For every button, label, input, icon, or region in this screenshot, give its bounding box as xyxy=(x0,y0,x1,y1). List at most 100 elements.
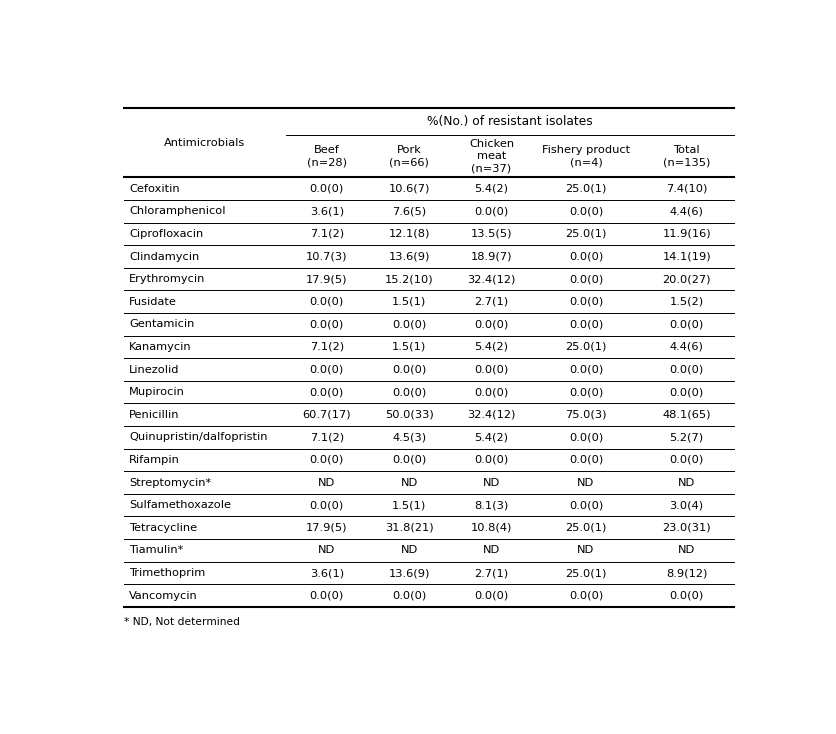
Text: 0.0(0): 0.0(0) xyxy=(669,319,703,330)
Text: 0.0(0): 0.0(0) xyxy=(669,591,703,600)
Text: 13.6(9): 13.6(9) xyxy=(388,568,430,578)
Text: Beef
(n=28): Beef (n=28) xyxy=(307,145,346,167)
Text: ND: ND xyxy=(577,478,594,487)
Text: 5.4(2): 5.4(2) xyxy=(474,432,507,443)
Text: 7.1(2): 7.1(2) xyxy=(309,229,344,239)
Text: Tetracycline: Tetracycline xyxy=(129,523,197,533)
Text: 4.5(3): 4.5(3) xyxy=(391,432,426,443)
Text: 8.9(12): 8.9(12) xyxy=(665,568,706,578)
Text: 48.1(65): 48.1(65) xyxy=(661,410,710,420)
Text: 60.7(17): 60.7(17) xyxy=(302,410,351,420)
Text: 0.0(0): 0.0(0) xyxy=(568,500,603,510)
Text: 1.5(2): 1.5(2) xyxy=(669,297,703,307)
Text: 0.0(0): 0.0(0) xyxy=(391,455,426,465)
Text: ND: ND xyxy=(318,478,335,487)
Text: 11.9(16): 11.9(16) xyxy=(661,229,710,239)
Text: 0.0(0): 0.0(0) xyxy=(391,365,426,374)
Text: Mupirocin: Mupirocin xyxy=(129,387,185,397)
Text: 0.0(0): 0.0(0) xyxy=(309,591,344,600)
Text: 1.5(1): 1.5(1) xyxy=(391,342,426,352)
Text: Vancomycin: Vancomycin xyxy=(129,591,198,600)
Text: Quinupristin/dalfopristin: Quinupristin/dalfopristin xyxy=(129,432,268,443)
Text: Cefoxitin: Cefoxitin xyxy=(129,184,180,194)
Text: Gentamicin: Gentamicin xyxy=(129,319,195,330)
Text: 0.0(0): 0.0(0) xyxy=(669,387,703,397)
Text: ND: ND xyxy=(677,545,695,556)
Text: 8.1(3): 8.1(3) xyxy=(474,500,508,510)
Text: 0.0(0): 0.0(0) xyxy=(568,591,603,600)
Text: Linezolid: Linezolid xyxy=(129,365,180,374)
Text: Fusidate: Fusidate xyxy=(129,297,177,307)
Text: 2.7(1): 2.7(1) xyxy=(474,297,508,307)
Text: ND: ND xyxy=(482,545,499,556)
Text: 1.5(1): 1.5(1) xyxy=(391,500,426,510)
Text: 0.0(0): 0.0(0) xyxy=(568,432,603,443)
Text: 7.4(10): 7.4(10) xyxy=(665,184,706,194)
Text: 17.9(5): 17.9(5) xyxy=(306,523,347,533)
Text: 0.0(0): 0.0(0) xyxy=(568,365,603,374)
Text: 0.0(0): 0.0(0) xyxy=(568,252,603,261)
Text: ND: ND xyxy=(400,478,417,487)
Text: 25.0(1): 25.0(1) xyxy=(564,568,606,578)
Text: 0.0(0): 0.0(0) xyxy=(309,319,344,330)
Text: Antimicrobials: Antimicrobials xyxy=(164,137,245,148)
Text: 4.4(6): 4.4(6) xyxy=(669,206,703,217)
Text: 0.0(0): 0.0(0) xyxy=(568,319,603,330)
Text: %(No.) of resistant isolates: %(No.) of resistant isolates xyxy=(426,115,592,128)
Text: Penicillin: Penicillin xyxy=(129,410,180,420)
Text: 0.0(0): 0.0(0) xyxy=(474,455,508,465)
Text: 0.0(0): 0.0(0) xyxy=(309,500,344,510)
Text: 0.0(0): 0.0(0) xyxy=(309,365,344,374)
Text: 0.0(0): 0.0(0) xyxy=(309,387,344,397)
Text: 25.0(1): 25.0(1) xyxy=(564,184,606,194)
Text: Clindamycin: Clindamycin xyxy=(129,252,199,261)
Text: ND: ND xyxy=(577,545,594,556)
Text: 0.0(0): 0.0(0) xyxy=(391,591,426,600)
Text: 17.9(5): 17.9(5) xyxy=(306,274,347,284)
Text: 0.0(0): 0.0(0) xyxy=(669,365,703,374)
Text: 14.1(19): 14.1(19) xyxy=(661,252,710,261)
Text: 0.0(0): 0.0(0) xyxy=(474,319,508,330)
Text: 7.6(5): 7.6(5) xyxy=(391,206,426,217)
Text: 10.8(4): 10.8(4) xyxy=(470,523,512,533)
Text: 13.6(9): 13.6(9) xyxy=(388,252,430,261)
Text: 7.1(2): 7.1(2) xyxy=(309,432,344,443)
Text: 0.0(0): 0.0(0) xyxy=(391,387,426,397)
Text: 75.0(3): 75.0(3) xyxy=(564,410,606,420)
Text: Total
(n=135): Total (n=135) xyxy=(662,145,710,167)
Text: 5.4(2): 5.4(2) xyxy=(474,342,507,352)
Text: * ND, Not determined: * ND, Not determined xyxy=(124,617,240,627)
Text: Kanamycin: Kanamycin xyxy=(129,342,191,352)
Text: 0.0(0): 0.0(0) xyxy=(391,319,426,330)
Text: ND: ND xyxy=(400,545,417,556)
Text: 12.1(8): 12.1(8) xyxy=(388,229,430,239)
Text: 5.2(7): 5.2(7) xyxy=(669,432,703,443)
Text: 0.0(0): 0.0(0) xyxy=(568,387,603,397)
Text: 2.7(1): 2.7(1) xyxy=(474,568,508,578)
Text: 10.7(3): 10.7(3) xyxy=(306,252,347,261)
Text: ND: ND xyxy=(677,478,695,487)
Text: 0.0(0): 0.0(0) xyxy=(669,455,703,465)
Text: 0.0(0): 0.0(0) xyxy=(309,297,344,307)
Text: Erythromycin: Erythromycin xyxy=(129,274,206,284)
Text: 0.0(0): 0.0(0) xyxy=(474,365,508,374)
Text: 0.0(0): 0.0(0) xyxy=(309,184,344,194)
Text: 25.0(1): 25.0(1) xyxy=(564,523,606,533)
Text: 0.0(0): 0.0(0) xyxy=(474,206,508,217)
Text: 3.0(4): 3.0(4) xyxy=(669,500,703,510)
Text: 50.0(33): 50.0(33) xyxy=(385,410,433,420)
Text: Chicken
meat
(n=37): Chicken meat (n=37) xyxy=(468,139,513,173)
Text: 3.6(1): 3.6(1) xyxy=(309,206,344,217)
Text: 32.4(12): 32.4(12) xyxy=(466,274,515,284)
Text: 4.4(6): 4.4(6) xyxy=(669,342,703,352)
Text: Sulfamethoxazole: Sulfamethoxazole xyxy=(129,500,231,510)
Text: 7.1(2): 7.1(2) xyxy=(309,342,344,352)
Text: 1.5(1): 1.5(1) xyxy=(391,297,426,307)
Text: 5.4(2): 5.4(2) xyxy=(474,184,507,194)
Text: 25.0(1): 25.0(1) xyxy=(564,229,606,239)
Text: 23.0(31): 23.0(31) xyxy=(661,523,710,533)
Text: 3.6(1): 3.6(1) xyxy=(309,568,344,578)
Text: Trimethoprim: Trimethoprim xyxy=(129,568,206,578)
Text: Ciprofloxacin: Ciprofloxacin xyxy=(129,229,203,239)
Text: 18.9(7): 18.9(7) xyxy=(470,252,512,261)
